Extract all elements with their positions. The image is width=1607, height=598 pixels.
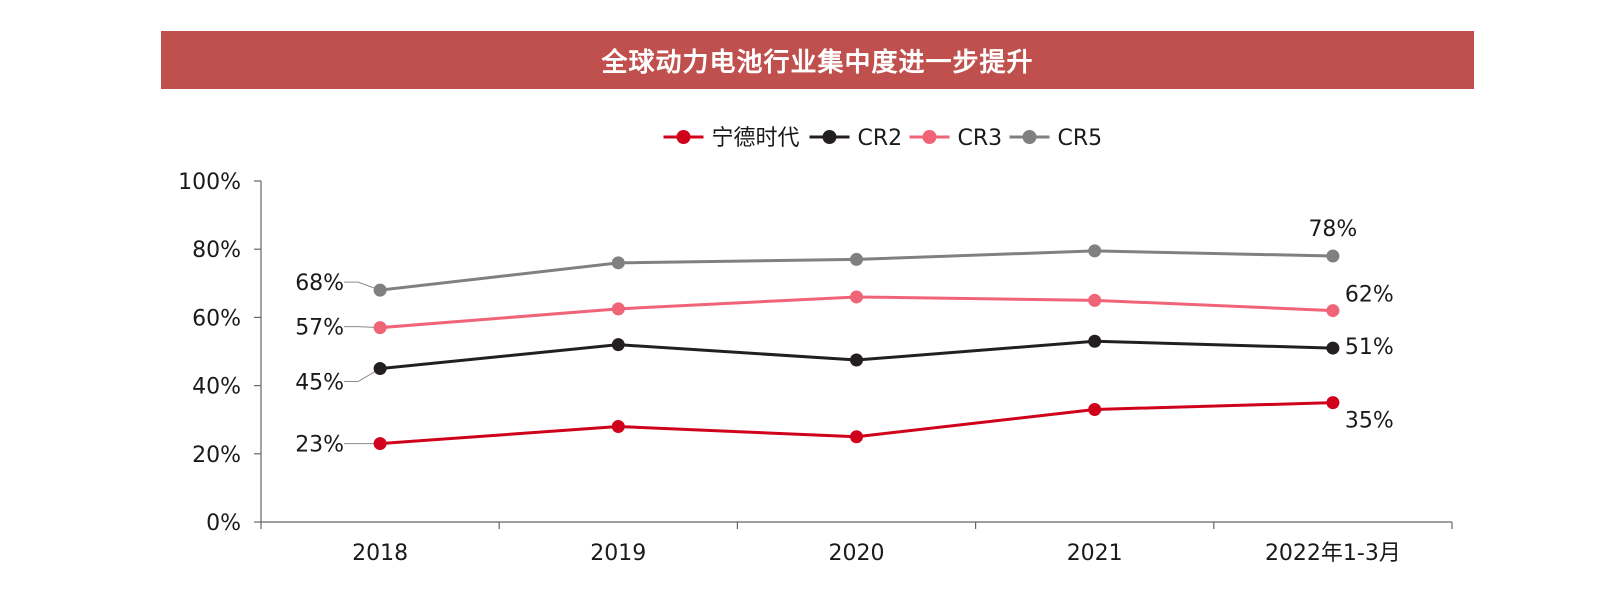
data-point — [611, 302, 625, 316]
data-point — [850, 252, 863, 266]
y-tick-label: 40% — [192, 375, 241, 400]
y-tick-label: 80% — [192, 238, 241, 263]
legend: 宁德时代 CR2 CR3 CR5 — [663, 126, 1103, 151]
legend-label: CR3 — [958, 126, 1003, 151]
data-point — [373, 362, 387, 376]
legend-label: CR2 — [858, 126, 903, 151]
series-lines — [373, 244, 1340, 451]
chart-title: 全球动力电池行业集中度进一步提升 — [601, 47, 1034, 78]
data-point — [1088, 402, 1102, 416]
x-tick-label: 2018 — [352, 541, 408, 566]
data-point — [1088, 334, 1102, 348]
data-label: 23% — [295, 433, 344, 458]
data-point — [850, 430, 863, 444]
legend-swatch-marker — [676, 130, 691, 144]
axes: 0% 20% 40% 60% 80% 100% 2018 2019 2020 2021 2022年1… — [178, 170, 1453, 566]
data-point — [611, 338, 625, 352]
legend-swatch-marker — [1022, 130, 1037, 144]
data-point — [373, 437, 387, 451]
label-leader-lines — [344, 281, 381, 445]
y-tick-label: 100% — [178, 170, 241, 195]
x-tick-label: 2019 — [590, 541, 646, 566]
data-label: 57% — [295, 316, 344, 341]
leader-line — [344, 281, 381, 291]
data-point — [1326, 249, 1340, 263]
data-point — [1088, 244, 1102, 258]
x-tick-label: 2021 — [1067, 541, 1123, 566]
data-point — [850, 290, 863, 304]
x-tick-label: 2020 — [829, 541, 885, 566]
data-point — [373, 321, 387, 335]
y-tick-label: 0% — [206, 511, 241, 536]
legend-label: CR5 — [1058, 126, 1103, 151]
data-label: 51% — [1345, 335, 1394, 360]
y-tick-label: 20% — [192, 443, 241, 468]
data-label: 45% — [295, 371, 344, 396]
data-label: 68% — [295, 271, 344, 296]
leader-line — [344, 368, 381, 383]
data-label: 62% — [1345, 283, 1394, 308]
legend-label: 宁德时代 — [712, 126, 800, 151]
data-point — [1326, 304, 1340, 318]
leader-line — [344, 326, 381, 329]
data-point — [1088, 293, 1102, 307]
data-point — [1326, 341, 1340, 355]
x-tick-label: 2022年1-3月 — [1265, 541, 1401, 566]
data-point — [850, 353, 863, 367]
data-labels: 23% 35% 45% 51% 57% 62% 68% 78% — [295, 217, 1394, 458]
data-label: 35% — [1345, 409, 1394, 434]
data-label: 78% — [1308, 217, 1357, 242]
chart-title-banner: 全球动力电池行业集中度进一步提升 — [161, 31, 1474, 89]
y-tick-label: 60% — [192, 306, 241, 331]
data-point — [611, 420, 625, 434]
legend-swatch-marker — [822, 130, 837, 144]
data-point — [373, 283, 387, 297]
data-point — [1326, 396, 1340, 410]
data-point — [611, 256, 625, 270]
legend-swatch-marker — [922, 130, 937, 144]
